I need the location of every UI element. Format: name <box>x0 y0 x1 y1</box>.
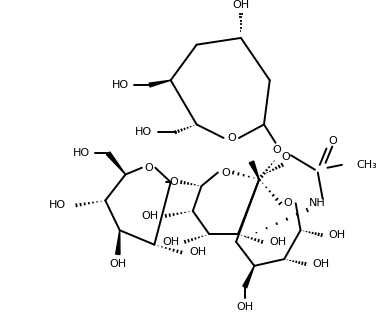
Text: OH: OH <box>162 237 179 247</box>
Text: O: O <box>282 152 290 162</box>
Polygon shape <box>243 266 255 288</box>
Text: HO: HO <box>49 200 66 210</box>
Text: O: O <box>328 136 337 146</box>
Text: HO: HO <box>135 127 152 137</box>
Text: OH: OH <box>236 302 253 312</box>
Text: HO: HO <box>73 148 90 158</box>
Text: O: O <box>144 163 153 173</box>
Text: O: O <box>283 198 292 208</box>
Text: CH₃: CH₃ <box>356 160 377 170</box>
Polygon shape <box>249 161 259 179</box>
Polygon shape <box>149 80 171 87</box>
Text: NH: NH <box>309 198 325 208</box>
Text: OH: OH <box>312 259 329 269</box>
Text: OH: OH <box>328 230 346 240</box>
Text: O: O <box>272 145 281 155</box>
Text: OH: OH <box>232 0 250 10</box>
Polygon shape <box>116 230 120 255</box>
Text: HO: HO <box>112 80 129 90</box>
Text: OH: OH <box>270 237 287 247</box>
Text: OH: OH <box>189 247 206 257</box>
Text: OH: OH <box>109 259 126 269</box>
Text: O: O <box>169 177 178 187</box>
Text: O: O <box>227 133 236 143</box>
Polygon shape <box>107 152 125 174</box>
Text: OH: OH <box>141 211 158 221</box>
Text: O: O <box>221 168 230 178</box>
